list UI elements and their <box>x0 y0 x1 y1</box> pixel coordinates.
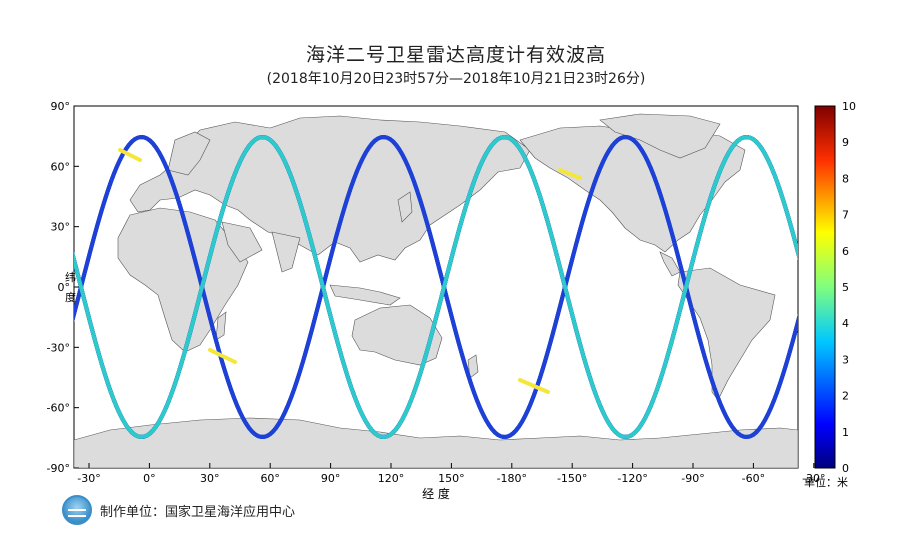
y-tick-label: -60° <box>47 402 70 415</box>
indonesia-land <box>329 284 401 306</box>
x-tick-label: 90° <box>321 472 341 485</box>
y-axis-ticks: 90° 60° 30° 0° -30° -60° -90° <box>47 100 79 475</box>
satellite-track-highlight <box>118 148 142 162</box>
satellite-track-highlight <box>518 378 550 394</box>
track-layer <box>74 134 798 440</box>
madagascar-land <box>215 311 227 341</box>
scandinavia-land <box>167 131 211 176</box>
x-tick-label: -180° <box>497 472 527 485</box>
x-tick-label: -120° <box>617 472 647 485</box>
y-tick-label: 60° <box>51 160 71 173</box>
x-tick-label: 30° <box>200 472 220 485</box>
colorbar-tick-label: 0 <box>842 462 849 475</box>
colorbar <box>814 105 836 469</box>
colorbar-tick-label: 5 <box>842 281 849 294</box>
x-tick-label: 150° <box>438 472 465 485</box>
x-tick-label: 60° <box>260 472 280 485</box>
x-tick-label: 0° <box>143 472 156 485</box>
nsoas-logo-icon <box>62 495 92 525</box>
y-tick-label: -90° <box>47 462 70 475</box>
australia-land <box>351 304 443 366</box>
footer: 制作单位：国家卫星海洋应用中心 <box>62 495 295 525</box>
y-axis-label-1: 纬 <box>65 271 76 284</box>
japan-land <box>397 191 413 223</box>
centralamerica-land <box>659 251 681 277</box>
colorbar-tick-label: 6 <box>842 245 849 258</box>
page-title: 海洋二号卫星雷达高度计有效波高 <box>305 44 606 66</box>
colorbar-tick-label: 7 <box>842 209 849 222</box>
x-axis-ticks: -30° 0° 30° 60° 90° 120° 150° -180° -150° -120° -9… <box>77 463 826 485</box>
colorbar-tick-label: 2 <box>842 390 849 403</box>
page-subtitle: (2018年10月20日23时57分—2018年10月21日23时26分) <box>266 71 646 87</box>
newzealand-land <box>467 354 479 379</box>
y-axis-label-2: 度 <box>65 290 76 304</box>
y-tick-label: -30° <box>47 341 70 354</box>
x-tick-label: -150° <box>557 472 587 485</box>
satellite-track-highlight <box>558 168 582 180</box>
x-axis-label: 经 度 <box>422 486 450 501</box>
eurasia-land <box>129 115 531 263</box>
arabia-land <box>221 221 263 263</box>
x-tick-label: -30° <box>802 472 825 485</box>
satellite-track <box>74 134 798 440</box>
india-land <box>271 231 301 273</box>
colorbar-tick-label: 8 <box>842 172 849 185</box>
x-tick-label: 120° <box>378 472 405 485</box>
colorbar-unit: 单位：米 <box>804 475 848 489</box>
southamerica-land <box>677 267 776 401</box>
colorbar-tick-label: 3 <box>842 353 849 366</box>
x-tick-label: -90° <box>681 472 704 485</box>
satellite-track <box>74 134 798 440</box>
africa-land <box>117 207 249 353</box>
colorbar-tick-label: 1 <box>842 426 849 439</box>
colorbar-tick-label: 4 <box>842 317 849 330</box>
satellite-track-highlight <box>208 348 237 364</box>
x-tick-label: -30° <box>77 472 100 485</box>
colorbar-tick-label: 10 <box>842 100 856 113</box>
antarctica-land <box>74 417 798 468</box>
y-tick-label: 90° <box>51 100 71 113</box>
x-tick-label: -60° <box>742 472 765 485</box>
colorbar-tick-label: 9 <box>842 136 849 149</box>
y-tick-label: 0° <box>58 281 71 294</box>
land-layer <box>74 113 798 468</box>
producer-label: 制作单位：国家卫星海洋应用中心 <box>100 504 296 520</box>
y-tick-label: 30° <box>51 221 71 234</box>
